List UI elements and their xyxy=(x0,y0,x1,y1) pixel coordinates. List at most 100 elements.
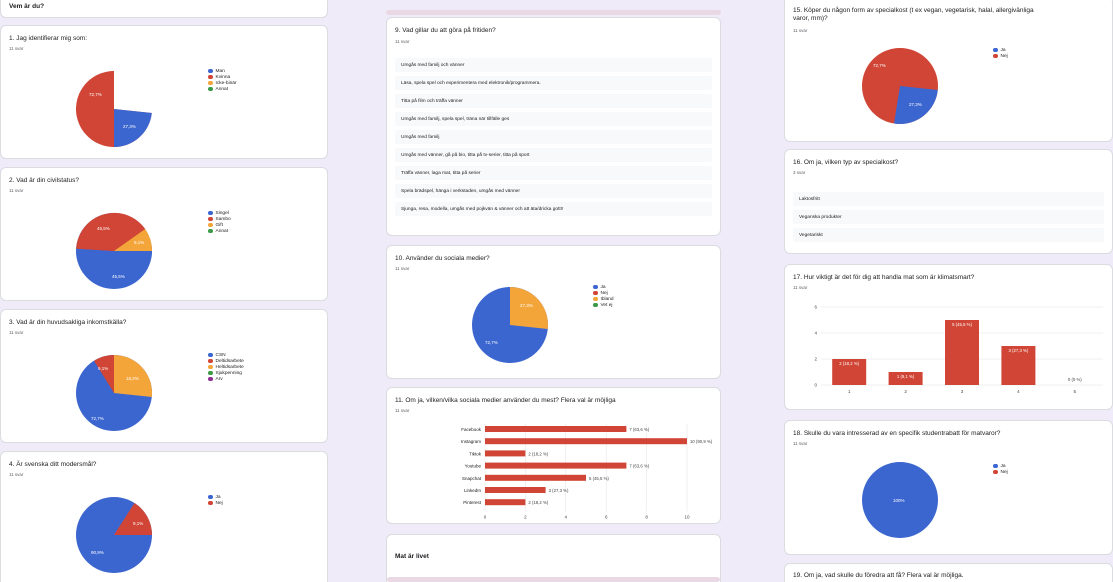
legend-dot-icon xyxy=(208,80,213,86)
pie-label-nej: 9,1% xyxy=(133,521,143,526)
response-item: Umgås med familj xyxy=(395,130,712,144)
bar xyxy=(945,320,979,385)
bar xyxy=(485,426,627,432)
pie-chart: 100% xyxy=(862,462,938,538)
category-label: Youtube xyxy=(465,464,482,469)
legend-item: Kvinna xyxy=(208,74,237,80)
section-header: Mat är livet xyxy=(395,553,429,560)
question-card-10: 10. Använder du sociala medier? 11 svar … xyxy=(386,245,721,379)
question-title: 19. Om ja, vad skulle du föredra att få?… xyxy=(793,572,964,579)
data-label: 7 (63,6 %) xyxy=(629,464,649,469)
data-label: 5 (45,5 %) xyxy=(589,476,609,481)
legend-dot-icon xyxy=(208,222,213,228)
section-card: Vem är du? xyxy=(0,0,328,18)
bar xyxy=(485,474,586,481)
data-label: 7 (63,6 %) xyxy=(629,427,649,432)
legend-dot-icon xyxy=(993,463,998,469)
data-label: 3 (27,3 %) xyxy=(549,488,569,493)
legend-dot-icon xyxy=(208,216,213,222)
tick-label: 2 xyxy=(524,514,527,519)
legend-item: Heltidsarbete xyxy=(208,364,244,370)
legend-item: CSN xyxy=(208,352,244,358)
category-label: Snapchat xyxy=(462,476,482,481)
bar xyxy=(485,499,526,506)
response-item: Spela brädspel, hänga i verkstaden, umgå… xyxy=(395,184,712,198)
legend-item: Arv xyxy=(208,376,244,382)
data-label: 3 (27,3 %) xyxy=(1008,348,1028,353)
pie-slice-nej xyxy=(114,503,152,535)
tick-label: 4 xyxy=(565,514,568,519)
question-title: 4. Är svenska ditt modersmål? xyxy=(9,461,97,468)
pie-chart: 72,7% 27,3% xyxy=(862,48,938,124)
pie-label-ja: 72,7% xyxy=(485,340,498,345)
legend-dot-icon xyxy=(208,74,213,80)
pie-slice-heltidsarbete xyxy=(114,355,153,397)
tick-label: 0 xyxy=(814,383,817,388)
category-label: 5 xyxy=(1074,389,1077,394)
legend-dot-icon xyxy=(208,500,213,506)
chart-legend: Ja Nej xyxy=(993,463,1008,475)
legend-item: Ja xyxy=(993,47,1008,53)
question-card-9: 9. Vad gillar du att göra på fritiden? 1… xyxy=(386,17,721,236)
legend-dot-icon xyxy=(208,494,213,500)
pie-label-ja: 27,3% xyxy=(909,102,922,107)
question-card-18: 18. Skulle du vara intresserad av en spe… xyxy=(784,420,1113,555)
response-item: Läsa, spela spel och experimentera med e… xyxy=(395,76,712,90)
response-item: Umgås med familj, spela spel, träna när … xyxy=(395,112,712,126)
legend-item: Nej xyxy=(593,290,614,296)
pie-chart: 27,3% 72,7% xyxy=(472,287,549,363)
tick-label: 8 xyxy=(645,514,648,519)
question-title: 11. Om ja, vilken/vilka sociala medier a… xyxy=(395,397,616,404)
response-item: Vegetariskt xyxy=(793,228,1104,242)
category-label: Facebook xyxy=(461,427,482,432)
question-card-2: 2. Vad är din civilstatus? 11 svar 45,5%… xyxy=(0,167,328,301)
response-item: Veganska produkter xyxy=(793,210,1104,224)
pie-chart: 45,5% 9,1% 45,5% xyxy=(76,212,153,289)
tick-label: 6 xyxy=(814,305,817,310)
question-title: 10. Använder du sociala medier? xyxy=(395,255,490,262)
legend-item: Annat xyxy=(208,86,237,92)
tick-label: 2 xyxy=(814,357,817,362)
bar-chart: 0 2 4 6 2 (18,2 %) 1 1 (9,1 %) 2 5 (45,5 %) 3 3 (2… xyxy=(814,305,1103,394)
pie-slice-gift xyxy=(114,229,153,251)
tick-label: 6 xyxy=(605,514,608,519)
pie-label-gift: 9,1% xyxy=(134,240,144,245)
pie-label-ja: 90,9% xyxy=(91,550,104,555)
response-item: Sjunga, resa, modella, umgås med pojkvän… xyxy=(395,202,712,216)
tick-label: 4 xyxy=(814,331,817,336)
middle-column: 9. Vad gillar du att göra på fritiden? 1… xyxy=(386,0,721,582)
bar-chart: 0 2 4 6 8 10 Facebook 7 (63,6 %) Instagram 10 (90… xyxy=(461,424,713,519)
response-count: 11 svar xyxy=(793,441,808,446)
pie-label-nej: 72,7% xyxy=(873,63,886,68)
data-label: 10 (90,9 %) xyxy=(690,439,713,444)
left-column: Vem är du? 1. Jag identifierar mig som: … xyxy=(0,0,328,582)
question-card-17: 17. Hur viktigt är det för dig att handl… xyxy=(784,264,1113,410)
pie-label-deltidsarbete: 9,1% xyxy=(98,366,108,371)
section-header: Vem är du? xyxy=(9,3,45,10)
section-divider xyxy=(386,10,721,15)
pie-slice-ibland xyxy=(510,287,549,329)
question-card-19: 19. Om ja, vad skulle du föredra att få?… xyxy=(784,563,1113,582)
category-label: 1 xyxy=(848,389,851,394)
pie-label-man: 27,3% xyxy=(123,124,136,129)
legend-item: Nej xyxy=(993,469,1008,475)
question-title: 16. Om ja, vilken typ av specialkost? xyxy=(793,159,899,166)
response-count: 11 svar xyxy=(395,266,410,271)
legend-item: Nej xyxy=(993,53,1008,59)
question-card-4: 4. Är svenska ditt modersmål? 11 svar 9,… xyxy=(0,451,328,582)
legend-item: Ja xyxy=(993,463,1008,469)
data-label: 5 (45,5 %) xyxy=(952,322,972,327)
pie-slice-deltidsarbete xyxy=(94,355,114,393)
question-title: 1. Jag identifierar mig som: xyxy=(9,35,88,42)
legend-item: Nej xyxy=(208,500,223,506)
legend-item: Icke-binär xyxy=(208,80,237,86)
legend-dot-icon xyxy=(593,302,598,308)
category-label: Instagram xyxy=(461,439,481,444)
response-count: 11 svar xyxy=(9,472,24,477)
category-label: LinkedIn xyxy=(464,488,482,493)
response-item: Umgås med familj och vänner xyxy=(395,58,712,72)
legend-item: Deltidsarbete xyxy=(208,358,244,364)
pie-label-ja: 100% xyxy=(893,498,905,503)
category-label: 3 xyxy=(961,389,964,394)
category-label: 2 xyxy=(904,389,907,394)
